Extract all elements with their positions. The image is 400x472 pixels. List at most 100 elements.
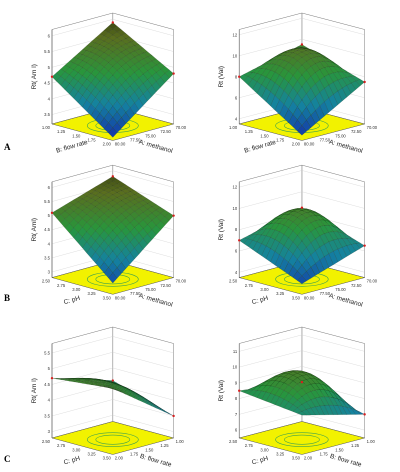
surface-cell [297, 275, 307, 284]
z-tick-label: 8 [235, 396, 238, 401]
z-axis-title: Rt (Val) [218, 66, 225, 88]
floor-plane [238, 421, 366, 455]
panel-label-c: C [4, 454, 11, 464]
floor-plane [51, 421, 175, 455]
y-tick-label: 2.00 [292, 142, 301, 147]
z-tick-label: 4 [235, 116, 238, 121]
z-axis-title: Rt (Val) [218, 380, 225, 402]
z-axis-title: Rt( Am l) [31, 64, 38, 89]
x-tick-label: 77.50 [130, 137, 141, 142]
y-tick-label: 2.75 [57, 443, 66, 448]
x-tick-label: 75.00 [145, 287, 156, 292]
y-tick-label: 3.00 [72, 447, 81, 452]
y-tick-label: 3.00 [72, 287, 81, 292]
x-axis-title: A: methanol [328, 292, 364, 308]
x-tick-label: 80.00 [115, 295, 126, 300]
z-tick-label: 12 [233, 32, 238, 37]
y-tick-label: 3.00 [260, 447, 269, 452]
y-axis-title: B: flow rate [55, 139, 89, 155]
y-tick-label: 1.75 [276, 137, 285, 142]
x-tick-label: 70.00 [367, 279, 378, 284]
surface-mesh [51, 22, 174, 138]
y-tick-label: 1.50 [260, 133, 269, 138]
z-tick-label: 5.5 [44, 199, 50, 204]
surface-mesh [51, 377, 174, 417]
design-point [50, 376, 54, 380]
z-gridline [51, 336, 174, 354]
y-tick-label: 3.50 [103, 295, 112, 300]
z-tick-label: 6 [235, 95, 238, 100]
x-axis-title: A: methanol [138, 292, 174, 308]
x-tick-label: 80.00 [304, 295, 315, 300]
y-axis-title: C: pH [251, 455, 269, 466]
y-axis-title: C: pH [251, 295, 269, 306]
z-gridline [239, 334, 365, 352]
design-point [172, 414, 175, 418]
z-tick-label: 11 [233, 349, 238, 354]
z-gridline [239, 18, 365, 35]
z-tick-label: 4.5 [44, 227, 50, 232]
z-tick-label: 3.5 [44, 255, 50, 260]
design-point [300, 43, 304, 46]
surface-cell [108, 387, 118, 391]
x-tick-label: 75.00 [335, 287, 346, 292]
x-tick-label: 75.00 [145, 133, 156, 138]
x-tick-label: 72.50 [351, 283, 362, 288]
z-gridline [239, 39, 365, 56]
z-tick-label: 12 [233, 185, 238, 190]
surface-mesh [238, 44, 365, 136]
y-tick-label: 2.50 [42, 279, 51, 284]
z-gridline [239, 191, 365, 209]
y-tick-label: 2.75 [245, 283, 254, 288]
floor-contour [86, 432, 139, 447]
x-axis-title: A: methanol [328, 139, 364, 155]
design-point [300, 380, 304, 384]
z-tick-label: 5 [48, 366, 51, 371]
z-gridline [239, 350, 365, 368]
y-tick-label: 1.25 [245, 129, 254, 134]
surface-plots: 3.5 4 4.5 5 5.5 6 Rt( Am l) 1.00 1.25 1.50 1.75 2.0… [31, 12, 378, 469]
z-tick-label: 3.5 [44, 413, 50, 418]
surface-plot-3: 3 3.5 4 4.5 5 5.5 6 Rt( Aml) 2.50 2.75 3.00 3.25 3.5… [31, 164, 187, 309]
design-point [238, 389, 241, 392]
z-gridline [239, 170, 365, 188]
z-tick-label: 6 [235, 428, 238, 433]
design-point [111, 21, 115, 24]
z-gridline [51, 170, 174, 188]
y-tick-label: 2.50 [229, 439, 238, 444]
z-gridline [239, 366, 365, 384]
back-wall-right [112, 326, 174, 439]
x-tick-label: 1.00 [176, 439, 185, 444]
x-tick-label: 70.00 [176, 125, 187, 130]
x-tick-label: 1.75 [130, 451, 139, 456]
y-tick-label: 3.25 [276, 451, 285, 456]
surface-cell [297, 125, 307, 136]
z-tick-label: 4 [48, 96, 51, 101]
panel-label-a: A [4, 142, 11, 152]
surface-plot-2: 4 6 8 10 12 Rt (Val) 1.00 1.25 1.50 1.75 2.00 80.00… [218, 12, 378, 155]
x-tick-label: 72.50 [160, 283, 171, 288]
design-point [363, 80, 366, 84]
x-tick-label: 2.00 [304, 456, 313, 461]
z-axis-title: Rt( Am l) [31, 378, 38, 403]
surface-plot-4: 4 6 8 10 12 Rt (Val) 2.50 2.75 3.00 3.25 3.50 80.00… [218, 164, 378, 309]
y-axis-title: C: pH [63, 295, 81, 306]
z-tick-label: 5.5 [44, 49, 50, 54]
x-tick-label: 80.00 [115, 142, 126, 147]
surface-cell [108, 127, 118, 138]
design-point [238, 239, 241, 242]
x-tick-label: 2.00 [115, 456, 124, 461]
y-tick-label: 1.50 [72, 133, 81, 138]
x-tick-label: 1.75 [320, 451, 329, 456]
y-tick-label: 1.75 [87, 137, 96, 142]
y-tick-label: 3.50 [103, 456, 112, 461]
z-gridline [51, 399, 174, 417]
y-tick-label: 3.50 [292, 456, 301, 461]
y-tick-label: 1.00 [42, 125, 51, 130]
x-tick-label: 80.00 [304, 142, 315, 147]
y-tick-label: 2.00 [103, 142, 112, 147]
design-point [111, 175, 115, 178]
surface-plot-1: 3.5 4 4.5 5 5.5 6 Rt( Am l) 1.00 1.25 1.50 1.75 2.0… [31, 12, 187, 155]
x-tick-label: 1.00 [367, 439, 376, 444]
